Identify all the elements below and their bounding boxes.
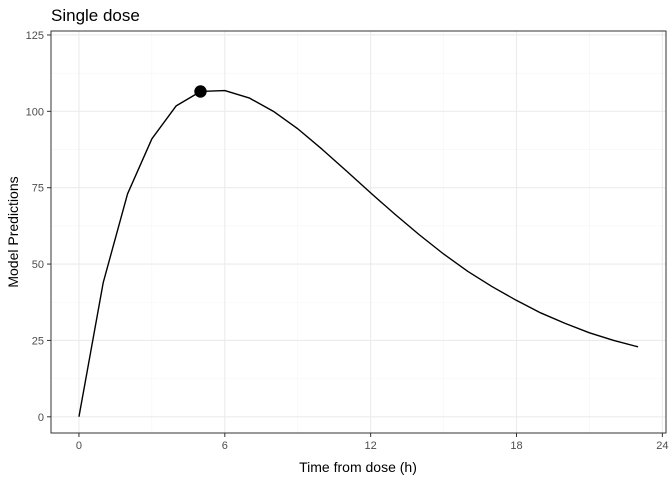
line-layer xyxy=(78,89,639,417)
point-layer xyxy=(194,85,207,98)
y-tick-label: 100 xyxy=(26,106,44,118)
grid-layer xyxy=(51,31,666,433)
chart-title: Single dose xyxy=(51,6,140,25)
y-tick-label: 75 xyxy=(32,183,44,195)
plot-border xyxy=(50,30,667,434)
y-tick-label: 50 xyxy=(32,259,44,271)
plot-panel xyxy=(51,31,666,433)
y-tick-label: 25 xyxy=(32,335,44,347)
x-axis: 0 6 12 18 24 xyxy=(76,433,668,452)
x-axis-title: Time from dose (h) xyxy=(299,459,417,475)
y-axis-title: Model Predictions xyxy=(5,176,21,287)
highlight-point xyxy=(194,85,207,98)
x-tick-label: 6 xyxy=(222,440,228,452)
x-tick-label: 18 xyxy=(510,440,522,452)
x-tick-label: 12 xyxy=(365,440,377,452)
y-tick-label: 125 xyxy=(26,30,44,42)
x-tick-label: 24 xyxy=(656,440,668,452)
y-tick-label: 0 xyxy=(38,412,44,424)
x-tick-label: 0 xyxy=(76,440,82,452)
series-line xyxy=(78,89,639,417)
y-axis: 0 25 50 75 100 125 xyxy=(26,30,51,424)
